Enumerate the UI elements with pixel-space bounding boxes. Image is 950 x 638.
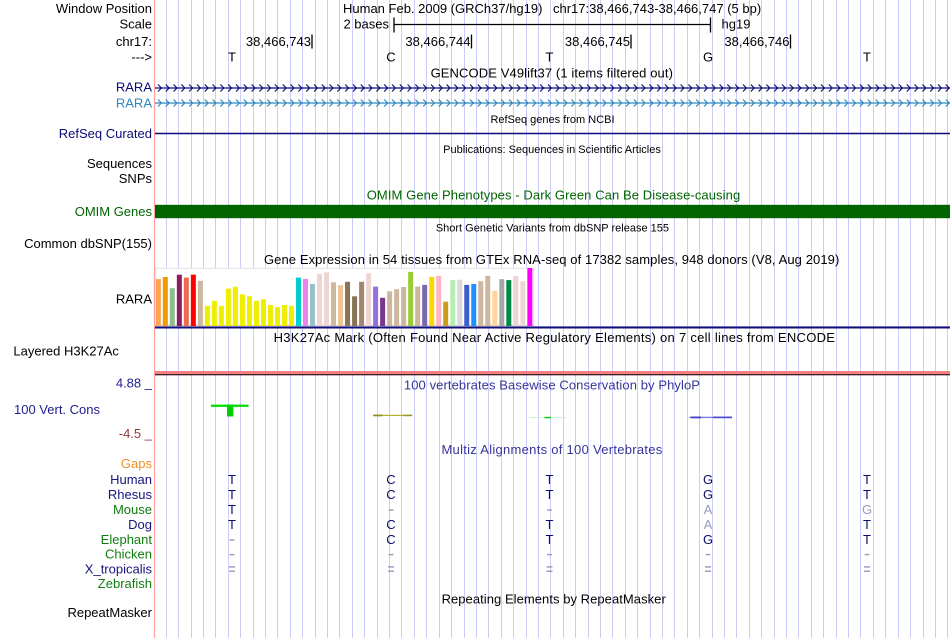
svg-text:T: T [546, 487, 554, 502]
svg-text:T: T [228, 472, 236, 487]
svg-text:T: T [228, 502, 236, 517]
svg-text:G: G [703, 532, 713, 547]
svg-text:Multiz Alignments of 100 Verte: Multiz Alignments of 100 Vertebrates [441, 442, 662, 457]
svg-text:100 vertebrates Basewise Conse: 100 vertebrates Basewise Conservation by… [404, 378, 700, 393]
svg-text:C: C [386, 472, 395, 487]
svg-text:chr17:: chr17: [116, 34, 152, 49]
svg-text:A: A [704, 517, 713, 532]
svg-text:T: T [546, 517, 554, 532]
svg-text:38,466,746: 38,466,746 [724, 34, 789, 49]
svg-text:T: T [546, 532, 554, 547]
svg-text:Dog: Dog [128, 517, 152, 532]
svg-text:OMIM Genes: OMIM Genes [75, 204, 153, 219]
svg-text:A: A [704, 502, 713, 517]
svg-text:Elephant: Elephant [101, 532, 153, 547]
svg-text:chr17:38,466,743-38,466,747 (5: chr17:38,466,743-38,466,747 (5 bp) [553, 1, 761, 16]
svg-text:100 Vert. Cons: 100 Vert. Cons [14, 402, 100, 417]
svg-text:T: T [546, 472, 554, 487]
svg-text:Chicken: Chicken [105, 547, 152, 562]
svg-text:T: T [863, 472, 871, 487]
svg-text:hg19: hg19 [722, 17, 751, 32]
svg-text:Publications: Sequences in Sci: Publications: Sequences in Scientific Ar… [443, 144, 661, 156]
svg-text:C: C [386, 517, 395, 532]
svg-text:Layered H3K27Ac: Layered H3K27Ac [13, 344, 119, 359]
svg-text:RARA: RARA [116, 80, 152, 95]
svg-text:T: T [863, 50, 871, 65]
svg-text:RARA: RARA [116, 292, 152, 307]
svg-text:T: T [228, 487, 236, 502]
svg-text:SNPs: SNPs [119, 171, 153, 186]
svg-text:Mouse: Mouse [113, 502, 152, 517]
svg-text:RARA: RARA [116, 95, 152, 110]
svg-text:C: C [386, 487, 395, 502]
svg-text:RefSeq genes from NCBI: RefSeq genes from NCBI [490, 114, 614, 126]
svg-text:38,466,743: 38,466,743 [246, 34, 311, 49]
svg-text:4.88 _: 4.88 _ [116, 376, 153, 391]
svg-text:38,466,744: 38,466,744 [405, 34, 470, 49]
svg-text:Zebrafish: Zebrafish [98, 576, 152, 591]
svg-text:H3K27Ac Mark (Often Found Near: H3K27Ac Mark (Often Found Near Active Re… [274, 330, 836, 345]
svg-text:38,466,745: 38,466,745 [565, 34, 630, 49]
svg-text:G: G [703, 472, 713, 487]
svg-text:RepeatMasker: RepeatMasker [67, 605, 152, 620]
svg-text:GENCODE V49lift37 (1 items fil: GENCODE V49lift37 (1 items filtered out) [431, 66, 673, 81]
svg-text:T: T [228, 517, 236, 532]
svg-text:C: C [386, 532, 395, 547]
svg-text:G: G [703, 50, 713, 65]
svg-text:G: G [862, 502, 872, 517]
svg-text:--->: ---> [131, 50, 152, 65]
svg-text:Scale: Scale [119, 17, 152, 32]
svg-text:Gene Expression in 54 tissues: Gene Expression in 54 tissues from GTEx … [264, 252, 839, 267]
svg-text:OMIM Gene Phenotypes - Dark Gr: OMIM Gene Phenotypes - Dark Green Can Be… [367, 188, 741, 203]
svg-text:Common dbSNP(155): Common dbSNP(155) [24, 236, 152, 251]
svg-text:-4.5 _: -4.5 _ [119, 426, 153, 441]
svg-text:C: C [386, 50, 395, 65]
svg-text:2 bases: 2 bases [343, 17, 389, 32]
svg-text:T: T [546, 50, 554, 65]
svg-text:Repeating Elements by RepeatMa: Repeating Elements by RepeatMasker [442, 592, 667, 607]
svg-text:Rhesus: Rhesus [108, 487, 153, 502]
svg-text:G: G [703, 487, 713, 502]
svg-text:T: T [863, 532, 871, 547]
svg-text:T: T [863, 487, 871, 502]
svg-text:X_tropicalis: X_tropicalis [85, 562, 153, 577]
svg-text:Human Feb. 2009 (GRCh37/hg19): Human Feb. 2009 (GRCh37/hg19) [343, 1, 542, 16]
svg-text:T: T [863, 517, 871, 532]
svg-text:T: T [228, 50, 236, 65]
svg-text:Human: Human [110, 472, 152, 487]
svg-text:Gaps: Gaps [121, 456, 153, 471]
svg-text:Short Genetic Variants from db: Short Genetic Variants from dbSNP releas… [436, 223, 669, 235]
svg-text:RefSeq Curated: RefSeq Curated [59, 126, 152, 141]
svg-text:Window Position: Window Position [56, 1, 152, 16]
svg-text:Sequences: Sequences [87, 156, 153, 171]
